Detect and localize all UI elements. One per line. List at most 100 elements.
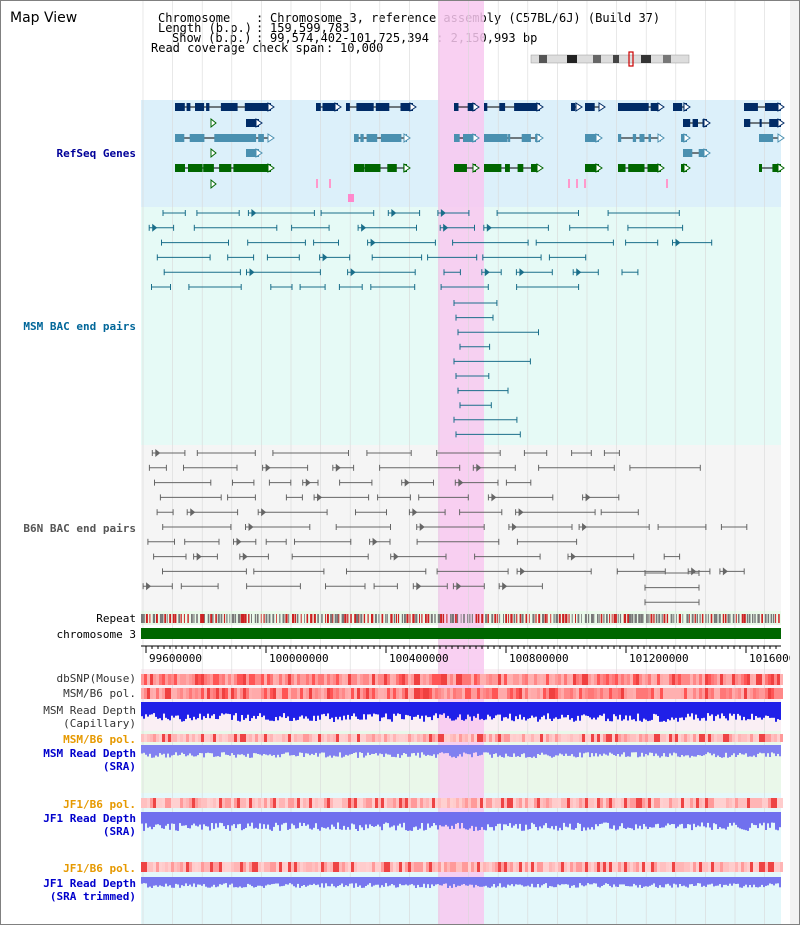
depth-bar xyxy=(441,812,443,827)
heat-cell xyxy=(270,688,273,699)
gene-exon xyxy=(244,103,258,111)
heat-cell xyxy=(561,674,564,685)
bac-arrow-icon xyxy=(520,567,526,576)
depth-bar xyxy=(397,745,399,754)
heat-cell xyxy=(303,734,306,742)
depth-bar xyxy=(301,812,303,826)
depth-bar xyxy=(419,745,421,758)
chromosome-ideogram[interactable] xyxy=(530,51,690,67)
depth-bar xyxy=(429,702,431,717)
heat-cell xyxy=(450,674,453,685)
depth-bar xyxy=(431,745,433,756)
depth-bar xyxy=(765,812,767,830)
gene-exon xyxy=(251,103,262,111)
heat-cell xyxy=(177,674,180,685)
depth-bar xyxy=(617,812,619,830)
heat-cell xyxy=(285,688,288,699)
refseq-genes-track[interactable] xyxy=(175,102,785,202)
heat-cell xyxy=(450,862,453,872)
heat-cell xyxy=(399,674,402,685)
depth-bar xyxy=(555,745,557,756)
depth-bar xyxy=(211,702,213,716)
heat-cell xyxy=(162,688,165,699)
strand-arrow-icon xyxy=(683,163,691,173)
depth-bar xyxy=(471,745,473,758)
heat-cell xyxy=(162,734,165,742)
depth-bar xyxy=(431,877,433,885)
depth-bar xyxy=(209,702,211,719)
depth-bar xyxy=(575,702,577,721)
repeat-element xyxy=(713,614,716,623)
depth-bar xyxy=(753,745,755,756)
b6n-bac-pairs-track[interactable] xyxy=(142,449,748,606)
repeat-element xyxy=(226,614,228,623)
heat-cell xyxy=(159,862,162,872)
depth-bar xyxy=(479,812,481,830)
depth-bar xyxy=(579,745,581,753)
depth-bar xyxy=(571,702,573,719)
heat-cell xyxy=(348,674,351,685)
heat-cell xyxy=(285,798,288,808)
heat-cell xyxy=(483,734,486,742)
gene-exon xyxy=(219,164,232,172)
repeat-element xyxy=(260,614,262,623)
depth-bar xyxy=(583,702,585,715)
depth-bar xyxy=(173,812,175,824)
depth-bar xyxy=(495,812,497,827)
depth-bar xyxy=(545,745,547,755)
depth-bar xyxy=(671,877,673,888)
heat-cell xyxy=(741,674,744,685)
heat-cell xyxy=(642,674,645,685)
heat-cell xyxy=(399,798,402,808)
depth-bar xyxy=(337,812,339,823)
chromosome-label: chromosome 3 xyxy=(56,628,136,641)
gene-exon xyxy=(322,103,338,111)
depth-bar xyxy=(363,877,365,888)
heat-cell xyxy=(753,674,756,685)
bac-arrow-icon xyxy=(335,463,341,472)
depth-bar xyxy=(187,745,189,756)
heat-cell xyxy=(768,862,771,872)
heat-cell xyxy=(318,674,321,685)
heat-cell xyxy=(150,688,153,699)
heat-cell xyxy=(189,734,192,742)
heat-cell xyxy=(567,798,570,808)
vertical-scrollbar[interactable] xyxy=(790,1,800,925)
msm-bac-pairs-track[interactable] xyxy=(148,209,713,438)
depth-bar xyxy=(705,702,707,721)
gene-exon xyxy=(571,103,576,111)
depth-bar xyxy=(405,812,407,831)
depth-bar xyxy=(779,812,781,828)
selected-region-highlight[interactable] xyxy=(438,1,484,925)
depth-bar xyxy=(287,877,289,885)
heat-cell xyxy=(549,734,552,742)
heat-cell xyxy=(477,862,480,872)
depth-bar xyxy=(335,745,337,757)
heat-cell xyxy=(564,674,567,685)
depth-bar xyxy=(333,702,335,722)
heat-cell xyxy=(243,798,246,808)
depth-bar xyxy=(723,702,725,716)
heat-cell xyxy=(225,798,228,808)
heat-cell xyxy=(294,674,297,685)
depth-bar xyxy=(341,812,343,830)
depth-bar xyxy=(561,745,563,755)
heat-cell xyxy=(744,798,747,808)
depth-bar xyxy=(661,745,663,757)
heat-cell xyxy=(333,688,336,699)
heat-cell xyxy=(282,862,285,872)
heat-cell xyxy=(303,674,306,685)
heat-cell xyxy=(486,688,489,699)
depth-bar xyxy=(271,702,273,721)
depth-bar xyxy=(209,812,211,831)
heat-cell xyxy=(147,688,150,699)
heat-cell xyxy=(330,688,333,699)
heat-cell xyxy=(492,674,495,685)
heat-cell xyxy=(639,688,642,699)
repeat-element xyxy=(326,614,329,623)
heat-cell xyxy=(510,798,513,808)
heat-cell xyxy=(444,798,447,808)
heat-cell xyxy=(348,862,351,872)
heat-cell xyxy=(675,862,678,872)
